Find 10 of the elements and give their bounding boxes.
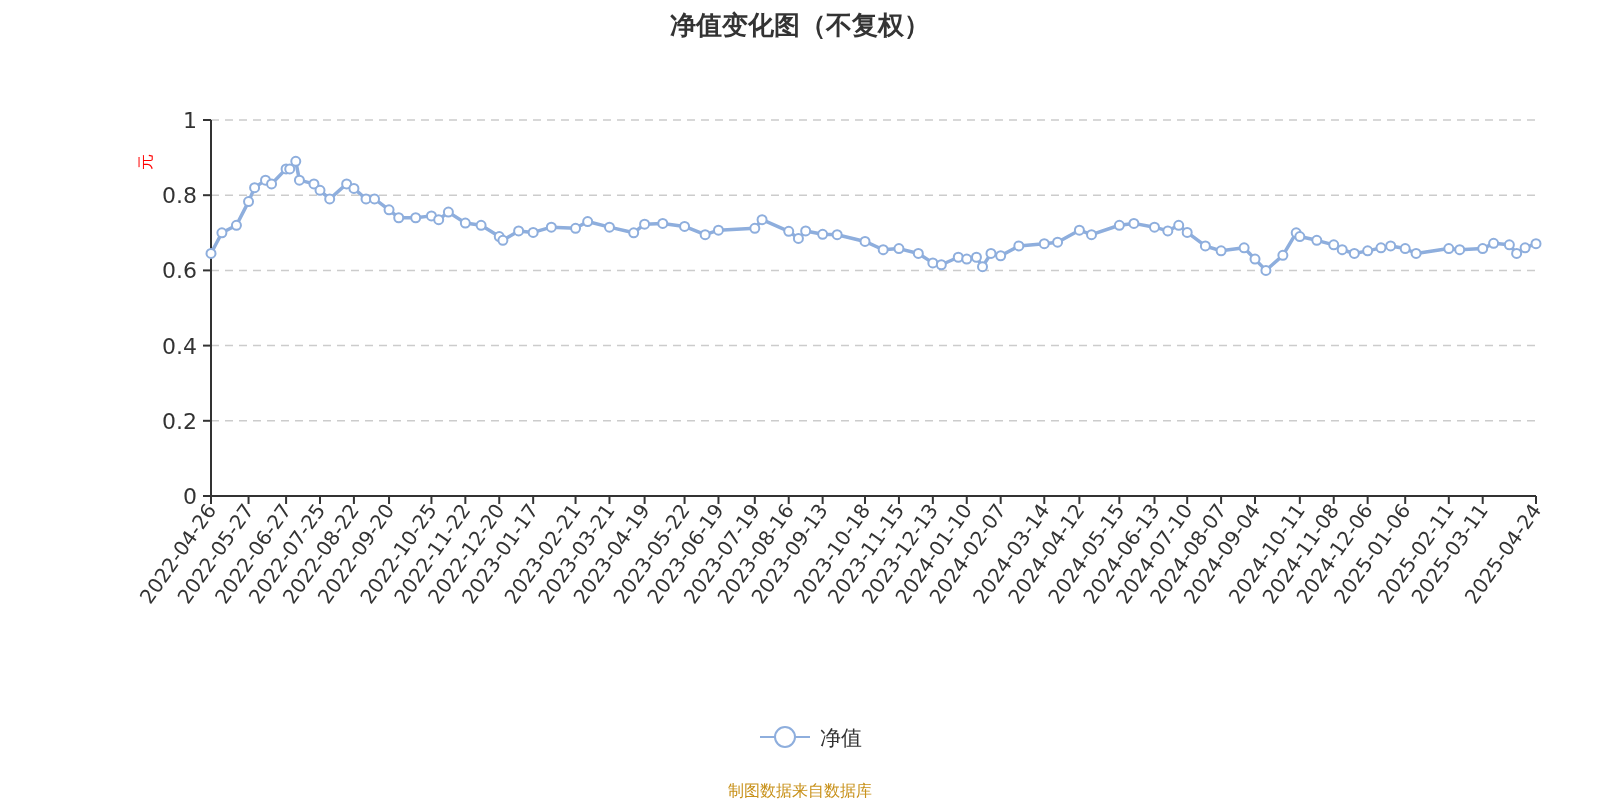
chart-title: 净值变化图（不复权）: [670, 10, 930, 40]
y-axis-title: 元: [136, 154, 155, 170]
y-tick-label: 0.6: [162, 258, 197, 284]
y-tick-label: 0.2: [162, 408, 197, 434]
text: 制图数据来自数据库: [728, 781, 872, 800]
y-tick-label: 0.8: [162, 183, 197, 209]
y-tick-label: 0.4: [162, 333, 197, 359]
y-tick-label: 0: [183, 484, 197, 509]
legend-label: 净值: [820, 726, 862, 750]
y-tick-label: 1: [183, 108, 197, 133]
